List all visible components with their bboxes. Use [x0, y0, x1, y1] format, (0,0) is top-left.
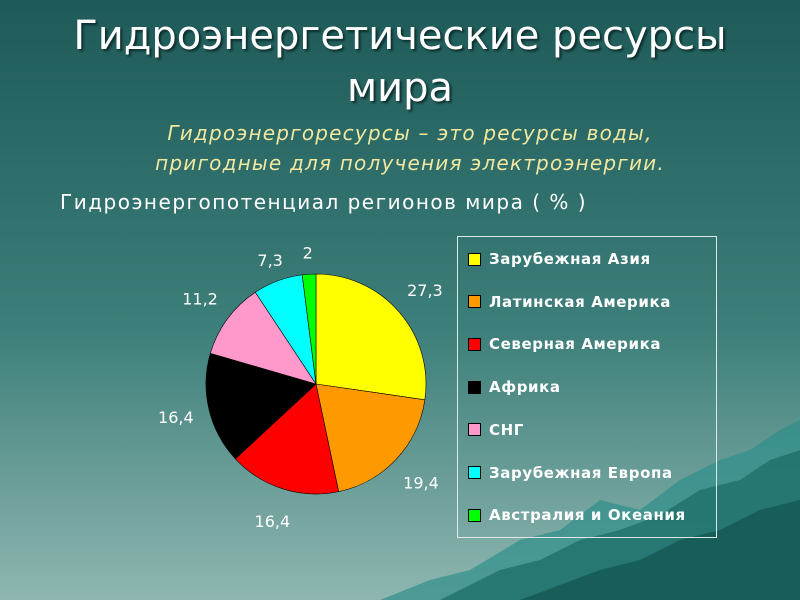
pie-label-3: 16,4 [255, 512, 291, 531]
legend-swatch-4 [468, 380, 481, 394]
legend-label-1: Зарубежная Азия [489, 250, 651, 268]
slide-title: Гидроэнергетические ресурсы мира [73, 13, 727, 111]
legend-item-3: Северная Америка [468, 332, 661, 356]
pie-label-6: 7,3 [257, 251, 282, 270]
pie-slice-1 [315, 273, 427, 401]
pie-label-4: 16,4 [158, 408, 194, 427]
legend-item-4: Африка [468, 375, 561, 399]
pie-slice-7 [301, 273, 317, 385]
legend-label-4: Африка [489, 378, 561, 397]
subtitle: Гидроэнергоресурсы – это ресурсы воды, п… [60, 118, 760, 178]
legend-item-7: Австралия и Океания [468, 503, 686, 527]
pie-label-7: 2 [303, 243, 313, 262]
legend-swatch-5 [468, 423, 481, 437]
legend-label-5: СНГ [489, 420, 524, 439]
pie-slice-5 [209, 291, 317, 385]
legend-label-3: Северная Америка [489, 335, 662, 354]
legend-item-2: Латинская Америка [468, 290, 671, 314]
mountain-background [380, 420, 800, 600]
legend-swatch-6 [468, 466, 481, 479]
legend-item-1: Зарубежная Азия [468, 247, 651, 271]
legend-label-2: Латинская Америка [489, 292, 671, 311]
pie-label-1: 27,3 [407, 281, 443, 300]
chart-heading: Гидроэнергопотенциал регионов мира ( % ) [60, 190, 588, 214]
legend-item-5: СНГ [468, 418, 524, 442]
legend-swatch-3 [468, 337, 481, 351]
subtitle-line-1: Гидроэнергоресурсы – это ресурсы воды, [167, 121, 653, 145]
legend-item-6: Зарубежная Европа [468, 461, 673, 485]
pie-label-2: 19,4 [403, 474, 439, 493]
pie-slice-3 [234, 383, 340, 495]
chart-legend: Зарубежная Азия Латинская Америка Северная… [457, 236, 717, 538]
legend-label-6: Зарубежная Европа [489, 463, 673, 482]
legend-swatch-2 [468, 295, 481, 309]
pie-label-5: 11,2 [182, 290, 218, 309]
pie-slice-2 [315, 383, 426, 492]
legend-swatch-1 [468, 252, 481, 266]
subtitle-line-2: пригодные для получения электроэнергии. [155, 151, 665, 175]
legend-swatch-7 [468, 508, 481, 522]
legend-label-7: Австралия и Океания [489, 506, 686, 525]
pie-slice-4 [205, 352, 317, 460]
